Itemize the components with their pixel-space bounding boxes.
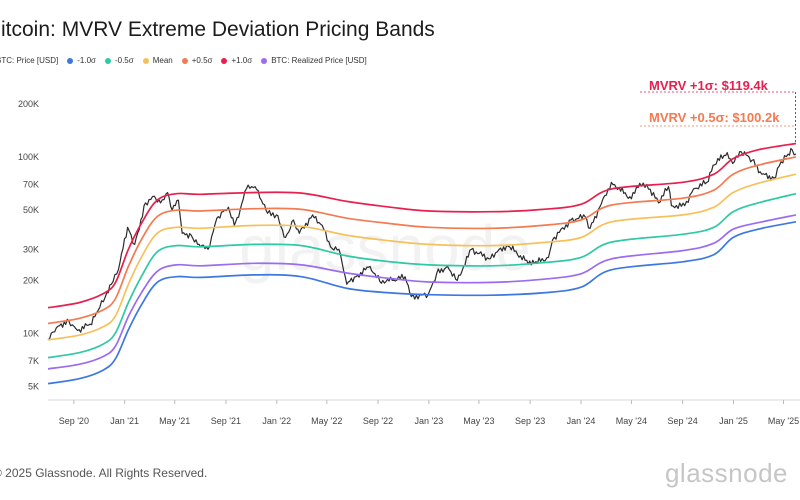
x-tick-label: Jan '21 (110, 416, 139, 426)
x-tick-label: May '24 (616, 416, 647, 426)
x-tick-label: Sep '22 (363, 416, 393, 426)
x-tick-label: Jan '25 (719, 416, 748, 426)
legend-item-1-0[interactable]: -1.0σ (67, 56, 96, 65)
legend-item-btc-realized-price-usd[interactable]: BTC: Realized Price [USD] (261, 56, 367, 65)
x-tick-label: May '21 (159, 416, 190, 426)
legend-item-mean[interactable]: Mean (142, 56, 173, 65)
legend-label: -0.5σ (114, 56, 134, 65)
annotation-label-plus-one-sigma: MVRV +1σ: $119.4k (649, 78, 769, 93)
y-tick-label: 30K (23, 244, 39, 254)
legend-item-0-5[interactable]: -0.5σ (104, 56, 134, 65)
x-tick-label: May '22 (311, 416, 342, 426)
brand-logo: glassnode (664, 458, 788, 488)
x-tick-label: May '25 (768, 416, 799, 426)
y-tick-label: 50K (23, 205, 39, 215)
legend-label: +0.5σ (191, 56, 213, 65)
copyright-footer: © 2025 Glassnode. All Rights Reserved. (0, 466, 208, 480)
x-tick-label: Sep '24 (668, 416, 698, 426)
legend-dot-icon (142, 57, 149, 64)
y-tick-label: 7K (28, 356, 39, 366)
y-axis: 200K 100K 70K 50K 30K 20K 10K 7K 5K (18, 99, 39, 392)
chart-title: Bitcoin: MVRV Extreme Deviation Pricing … (0, 18, 435, 41)
legend-label: -1.0σ (77, 56, 96, 65)
series-line-0-5 (47, 156, 797, 325)
series-line-0-5 (47, 192, 797, 359)
x-tick-label: Jan '24 (567, 416, 596, 426)
x-tick-label: Sep '21 (211, 416, 241, 426)
legend-label: BTC: Price [USD] (0, 56, 59, 65)
legend-item-0-5[interactable]: +0.5σ (181, 56, 213, 65)
series-line-1-0 (47, 220, 797, 385)
x-tick-label: Sep '23 (515, 416, 545, 426)
x-tick-label: May '23 (463, 416, 494, 426)
series-line-mean (47, 173, 797, 341)
legend-dot-icon (221, 57, 228, 64)
x-tick-label: Jan '23 (415, 416, 444, 426)
legend-label: +1.0σ (231, 56, 253, 65)
annotation-label-plus-half-sigma: MVRV +0.5σ: $100.2k (649, 110, 780, 125)
chart-legend: BTC: Price [USD] -1.0σ -0.5σ Mean +0.5σ +1.0σ… (0, 56, 367, 65)
x-tick-label: Jan '22 (262, 416, 291, 426)
legend-label: BTC: Realized Price [USD] (271, 56, 367, 65)
y-tick-label: 100K (18, 152, 39, 162)
legend-dot-icon (261, 57, 268, 64)
series-line-1-0 (47, 142, 797, 309)
legend-label: Mean (152, 56, 173, 65)
annotations: MVRV +1σ: $119.4k MVRV +0.5σ: $100.2k (640, 78, 796, 144)
legend-dot-icon (181, 57, 188, 64)
series-group (47, 142, 797, 385)
chart-area: glassnode 200K 100K 70K 50K 30K 20K 10K 7K 5K Se… (18, 78, 800, 426)
y-tick-label: 5K (28, 382, 39, 392)
legend-dot-icon (104, 57, 111, 64)
y-tick-label: 10K (23, 329, 39, 339)
series-line-btc-realized-price-usd (47, 214, 797, 370)
y-tick-label: 70K (23, 179, 39, 189)
y-tick-label: 20K (23, 275, 39, 285)
x-tick-label: Sep '20 (59, 416, 89, 426)
chart-svg: glassnode 200K 100K 70K 50K 30K 20K 10K 7K 5K Se… (18, 78, 800, 426)
legend-item-btc-price-usd[interactable]: BTC: Price [USD] (0, 56, 58, 65)
x-axis: Sep '20 Jan '21 May '21 Sep '21 Jan '22 May '… (59, 400, 799, 426)
legend-item-1-0[interactable]: +1.0σ (221, 56, 252, 65)
legend-dot-icon (67, 57, 74, 64)
y-tick-label: 200K (18, 99, 39, 109)
watermark-text: glassnode (239, 212, 531, 284)
